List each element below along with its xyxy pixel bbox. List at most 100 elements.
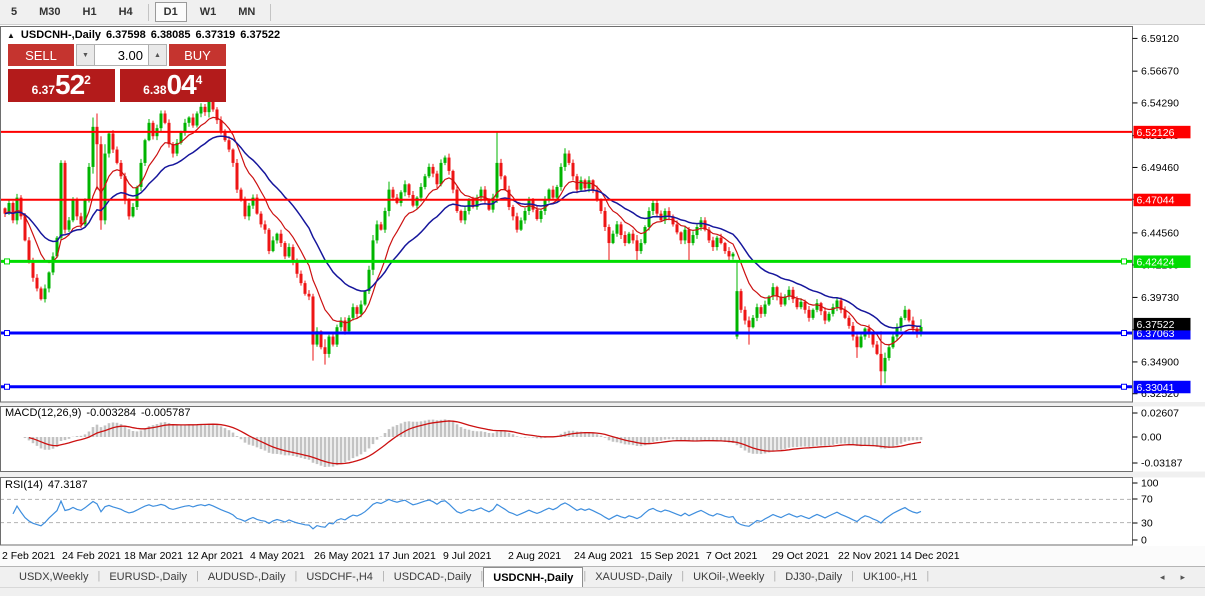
rsi-line [12,498,922,530]
timeframe-button-h4[interactable]: H4 [118,6,133,18]
ma-slow-line [4,135,922,329]
level-badge-6.42424-text: 6.42424 [1137,256,1175,268]
buy-price-big: 04 [166,69,197,100]
volume-increase-button[interactable]: ▲ [148,44,167,66]
timeframe-button-h1[interactable]: H1 [82,6,97,18]
tab-usdcad-daily[interactable]: USDCAD-,Daily [393,571,472,583]
rsi-indicator-label: RSI(14) 47.3187 [5,479,93,491]
hline-handle[interactable] [4,330,10,337]
hline-handle[interactable] [1121,258,1127,265]
timeframe-button-m30[interactable]: M30 [39,6,61,18]
tab-xauusd-daily[interactable]: XAUUSD-,Daily [595,571,673,583]
date-label: 2 Feb 2021 [2,550,55,562]
level-badge-6.52126-text: 6.52126 [1137,127,1175,139]
macd-pane [23,419,923,467]
ohlc-low: 6.37319 [195,29,236,41]
toolbar-separator [147,3,149,21]
ma-fast-line [4,116,922,346]
tab-uk100-h1[interactable]: UK100-,H1 [862,571,918,583]
date-label: 14 Dec 2021 [900,550,960,562]
tab-audusd-daily[interactable]: AUDUSD-,Daily [207,571,286,583]
tab-separator: | [480,570,484,582]
rsi-axis-label: 30 [1141,518,1153,530]
date-label: 7 Oct 2021 [706,550,758,562]
timeframe-button-d1[interactable]: D1 [154,2,187,22]
sell-price-big: 52 [55,69,85,100]
level-badge-6.42424 [1133,255,1191,268]
price-tick-label: 6.39730 [1141,292,1179,304]
ohlc-high: 6.38085 [150,29,191,41]
chart-tab-bar: USDX,Weekly | EURUSD-,Daily | AUDUSD-,Daily |… [0,566,1205,587]
tab-scroll-left-icon[interactable]: ◂ [1159,571,1165,582]
main-pane-border [0,26,1133,403]
date-label: 24 Feb 2021 [62,550,121,562]
date-label: 2 Aug 2021 [508,550,561,562]
rsi-pane [0,498,1132,530]
tab-separator: | [773,570,777,582]
rsi-axis-label: 100 [1141,478,1159,490]
price-tick-label: 6.54290 [1141,97,1179,109]
status-bar [0,587,1205,596]
tab-eurusd-daily[interactable]: EURUSD-,Daily [109,571,187,583]
date-label: 17 Jun 2021 [378,550,436,562]
timeframe-toolbar: 5 M30 H1 H4 D1 W1 MN [0,0,1205,25]
price-tick-label: 6.34900 [1141,356,1179,368]
current-price-badge-text: 6.37522 [1137,319,1175,331]
rsi-value: 47.3187 [47,479,88,491]
tab-scroll-right-icon[interactable]: ▸ [1180,571,1185,582]
toolbar-separator [270,3,272,21]
tab-separator: | [195,570,199,582]
chart-header: ▲ USDCNH-,Daily 6.37598 6.38085 6.37319 6.375… [7,29,280,41]
macd-name: MACD(12,26,9) [5,407,82,419]
level-badge-6.33041-text: 6.33041 [1137,382,1175,394]
tab-separator: | [381,570,385,582]
macd-pane-border [0,406,1133,472]
timeframe-button-mn[interactable]: MN [238,6,256,18]
tab-separator: | [97,570,101,582]
sell-price-box[interactable]: 6.37 52 2 [8,69,115,102]
tab-usdcnh-daily[interactable]: USDCNH-,Daily [483,567,584,587]
sell-price-prefix: 6.37 [31,83,55,97]
pane-splitter[interactable] [0,471,1205,478]
tab-usdx-weekly[interactable]: USDX,Weekly [19,571,89,583]
sell-button[interactable]: SELL [8,44,74,66]
timeframe-button-w1[interactable]: W1 [199,6,217,18]
level-badge-6.47044-text: 6.47044 [1137,195,1175,207]
hline-handle[interactable] [1121,383,1127,390]
hline-handle[interactable] [4,258,10,265]
level-badge-6.52126 [1133,125,1191,139]
date-label: 24 Aug 2021 [574,550,633,562]
rsi-axis-label: 0 [1141,535,1147,547]
price-tick-label: 6.56670 [1141,66,1179,78]
buy-button[interactable]: BUY [169,44,226,66]
hline-handle[interactable] [4,383,10,390]
date-label: 4 May 2021 [250,550,305,562]
buy-price-prefix: 6.38 [143,83,167,97]
pane-splitter[interactable] [0,402,1205,407]
sell-price-sup: 2 [84,73,91,87]
date-label: 29 Oct 2021 [772,550,829,562]
tab-dj30-daily[interactable]: DJ30-,Daily [785,571,843,583]
volume-input[interactable]: 3.00 [95,44,148,66]
chart-symbol-label: USDCNH-,Daily [20,29,101,41]
hline-handle[interactable] [1121,330,1127,337]
timeframe-button-5[interactable]: 5 [11,6,18,18]
tab-separator: | [294,570,298,582]
buy-price-box[interactable]: 6.38 04 4 [119,69,226,102]
price-axis: 6.591206.566706.542906.518406.494606.470… [1132,33,1191,547]
tab-usdchf-h4[interactable]: USDCHF-,H4 [306,571,373,583]
rsi-axis-label: 70 [1141,494,1153,506]
one-click-trade-panel: SELL ▼ 3.00 ▲ BUY 6.37 52 2 6.38 04 4 [8,44,226,102]
collapse-quote-panel-icon[interactable]: ▲ [7,31,15,40]
macd-value-2: -0.005787 [140,407,191,419]
buy-price-sup: 4 [195,73,203,87]
macd-axis-label: 0.02607 [1141,408,1179,420]
tab-ukoil-weekly[interactable]: UKOil-,Weekly [693,571,765,583]
date-label: 15 Sep 2021 [640,550,700,562]
rsi-pane-border [0,477,1133,546]
rsi-name: RSI(14) [5,479,43,491]
price-tick-label: 6.49460 [1141,162,1179,174]
price-tick-label: 6.44560 [1141,227,1179,239]
volume-decrease-button[interactable]: ▼ [76,44,95,66]
